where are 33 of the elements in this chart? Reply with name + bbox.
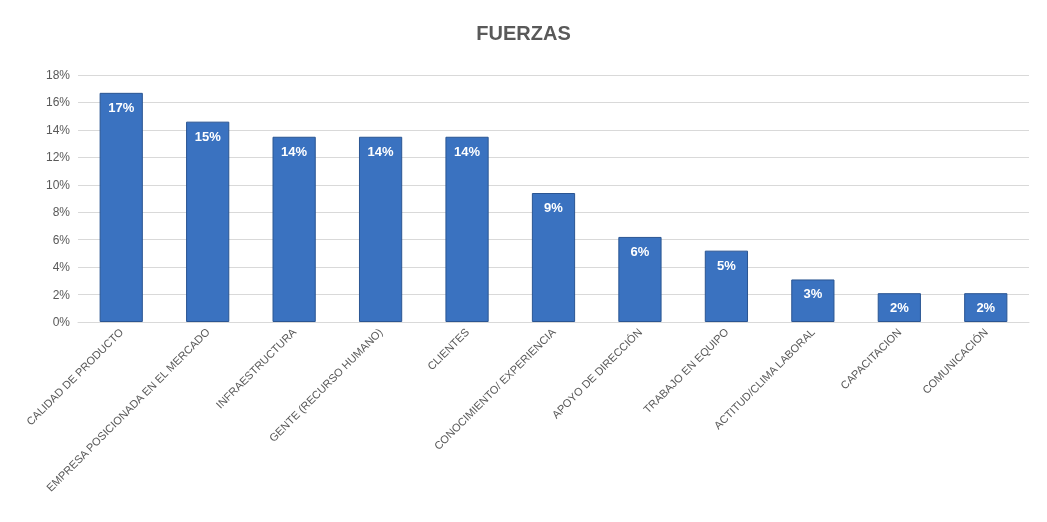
data-label: 2% <box>976 300 996 316</box>
bar <box>99 92 143 322</box>
data-label: 5% <box>717 257 737 273</box>
y-tick-label: 8% <box>52 205 71 220</box>
y-tick-label: 0% <box>52 315 71 329</box>
bar <box>358 136 403 322</box>
y-tick-label: 16% <box>45 95 71 110</box>
y-tick-label: 6% <box>52 232 71 247</box>
bar <box>186 121 230 322</box>
data-label: 14% <box>454 143 481 159</box>
data-label: 9% <box>544 200 564 216</box>
y-tick-label: 2% <box>52 287 71 302</box>
bar <box>704 250 749 322</box>
bar <box>272 136 316 322</box>
bar <box>964 293 1008 322</box>
y-tick-label: 4% <box>52 260 71 275</box>
y-tick-label: 14% <box>45 122 71 137</box>
bar <box>877 293 921 322</box>
data-label: 15% <box>194 128 222 144</box>
bar <box>445 136 489 322</box>
y-tick-label: 10% <box>45 177 71 192</box>
bar <box>618 236 662 322</box>
data-label: 14% <box>281 143 308 159</box>
data-label: 2% <box>889 300 910 316</box>
y-tick-label: 18% <box>45 68 71 82</box>
data-label: 17% <box>108 99 135 115</box>
y-tick-label: 12% <box>45 150 71 165</box>
data-label: 3% <box>803 286 823 302</box>
bar <box>531 193 576 322</box>
data-label: 14% <box>367 143 395 159</box>
data-label: 6% <box>630 243 650 259</box>
chart-title: FUERZAS <box>476 22 571 44</box>
bar <box>791 279 835 322</box>
